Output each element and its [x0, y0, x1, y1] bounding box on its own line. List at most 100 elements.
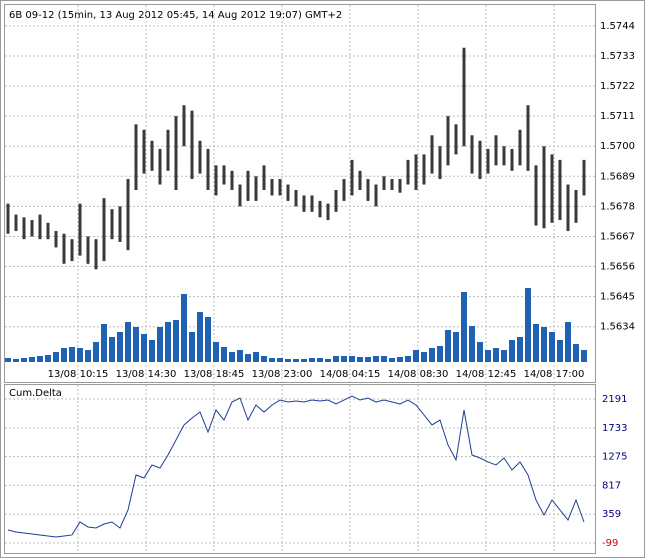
- volume-bar: [429, 348, 435, 362]
- volume-bar: [365, 357, 371, 362]
- volume-bar: [261, 356, 267, 362]
- volume-bar: [341, 356, 347, 362]
- y-tick-label: 1.5634: [600, 322, 635, 333]
- y-tick-label: 1.5667: [600, 231, 635, 242]
- volume-bar: [549, 332, 555, 362]
- y-tick-label: 1.5722: [600, 81, 635, 92]
- volume-bar: [581, 350, 587, 362]
- volume-bar: [533, 324, 539, 362]
- volume-bar: [485, 350, 491, 362]
- volume-bar: [245, 354, 251, 362]
- volume-bar: [165, 322, 171, 362]
- volume-bar: [421, 352, 427, 362]
- y-tick-label: 817: [602, 480, 621, 491]
- volume-bar: [445, 330, 451, 362]
- volume-bar: [45, 355, 51, 362]
- volume-bar: [93, 342, 99, 362]
- delta-panel: [4, 384, 596, 554]
- y-tick-label: 1.5700: [600, 141, 635, 152]
- volume-bar: [5, 358, 11, 362]
- volume-bar: [125, 322, 131, 362]
- volume-bar: [413, 350, 419, 362]
- x-tick-label: 13/08 18:45: [184, 369, 245, 380]
- volume-bar: [477, 342, 483, 362]
- volume-bar: [21, 358, 27, 362]
- y-tick-label: 1733: [602, 423, 627, 434]
- volume-bar: [253, 352, 259, 362]
- volume-bar: [373, 356, 379, 362]
- volume-bar: [525, 288, 531, 362]
- volume-bar: [509, 340, 515, 362]
- x-tick-label: 14/08 12:45: [456, 369, 517, 380]
- volume-bar: [301, 359, 307, 362]
- y-tick-label: 1.5733: [600, 51, 635, 62]
- volume-bar: [349, 356, 355, 362]
- y-tick-label: 1.5645: [600, 292, 635, 303]
- volume-bar: [357, 357, 363, 362]
- volume-bar: [389, 358, 395, 362]
- price-panel: [4, 4, 596, 383]
- volume-bar: [285, 359, 291, 362]
- panel-title: Cum.Delta: [9, 388, 62, 399]
- volume-bar: [437, 346, 443, 362]
- volume-bar: [53, 352, 59, 362]
- volume-bar: [269, 358, 275, 362]
- y-tick-label: 1.5689: [600, 171, 635, 182]
- x-tick-label: 14/08 17:00: [524, 369, 585, 380]
- volume-bar: [573, 344, 579, 362]
- volume-bar: [229, 352, 235, 362]
- volume-bar: [117, 332, 123, 362]
- volume-bar: [565, 322, 571, 362]
- volume-bar: [221, 347, 227, 362]
- volume-bar: [197, 312, 203, 362]
- volume-bar: [325, 359, 331, 362]
- y-tick-label: 1.5656: [600, 262, 635, 273]
- y-tick-label: 1.5744: [600, 21, 635, 32]
- volume-bar: [69, 347, 75, 362]
- volume-bar: [397, 357, 403, 362]
- volume-bar: [205, 317, 211, 362]
- volume-bar: [309, 358, 315, 362]
- volume-bar: [29, 357, 35, 362]
- volume-bar: [293, 359, 299, 362]
- volume-bar: [13, 359, 19, 362]
- volume-bar: [317, 358, 323, 362]
- volume-bar: [405, 356, 411, 362]
- volume-bar: [237, 350, 243, 362]
- volume-bar: [141, 334, 147, 362]
- y-tick-label: -99: [602, 538, 618, 549]
- volume-bar: [109, 337, 115, 362]
- volume-bar: [37, 356, 43, 362]
- volume-bar: [77, 348, 83, 362]
- volume-bar: [333, 356, 339, 362]
- volume-bar: [557, 340, 563, 362]
- x-tick-label: 13/08 14:30: [116, 369, 177, 380]
- delta-line: [7, 395, 585, 538]
- volume-bar: [181, 294, 187, 362]
- volume-bar: [493, 348, 499, 362]
- volume-bar: [213, 342, 219, 362]
- y-tick-label: 1.5711: [600, 111, 635, 122]
- x-tick-label: 14/08 08:30: [388, 369, 449, 380]
- y-tick-label: 359: [602, 509, 621, 520]
- volume-bar: [517, 337, 523, 362]
- chart-title: 6B 09-12 (15min, 13 Aug 2012 05:45, 14 A…: [9, 10, 342, 21]
- volume-bar: [101, 324, 107, 362]
- volume-bar: [189, 332, 195, 362]
- volume-bar: [133, 327, 139, 362]
- volume-bar: [85, 350, 91, 362]
- x-tick-label: 14/08 04:15: [320, 369, 381, 380]
- volume-bar: [277, 358, 283, 362]
- volume-bar: [149, 340, 155, 362]
- volume-bar: [173, 320, 179, 362]
- x-tick-label: 13/08 10:15: [48, 369, 109, 380]
- volume-bar: [461, 292, 467, 362]
- volume-bar: [157, 327, 163, 362]
- volume-bar: [381, 356, 387, 362]
- volume-bar: [469, 326, 475, 362]
- volume-bar: [61, 348, 67, 362]
- volume-bar: [541, 327, 547, 362]
- y-tick-label: 1275: [602, 452, 627, 463]
